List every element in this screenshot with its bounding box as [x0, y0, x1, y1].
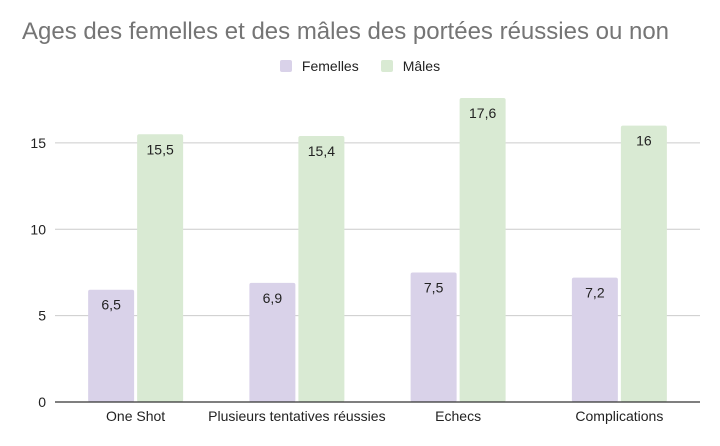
bar-chart-plot: 0 5 10 15 6,5 15,5 One Shot 6,9 15,4 Plusieurs te…: [0, 0, 720, 446]
y-tick-label-5: 5: [38, 308, 46, 324]
data-label-femelles-0: 6,5: [101, 297, 121, 313]
y-tick-label-0: 0: [38, 394, 46, 410]
data-label-m-les-0: 15,5: [147, 141, 174, 157]
data-label-femelles-3: 7,2: [585, 285, 605, 301]
bar-m-les-2: [460, 98, 506, 402]
data-label-femelles-1: 6,9: [263, 290, 283, 306]
x-category-label-3: Complications: [575, 408, 663, 424]
x-category-label-1: Plusieurs tentatives réussies: [208, 408, 385, 424]
y-tick-label-15: 15: [30, 135, 46, 151]
bar-m-les-1: [298, 136, 344, 402]
y-tick-label-10: 10: [30, 221, 46, 237]
bar-m-les-0: [137, 134, 183, 402]
data-label-m-les-1: 15,4: [308, 143, 335, 159]
data-label-m-les-2: 17,6: [469, 105, 496, 121]
bar-m-les-3: [621, 126, 667, 402]
x-category-label-2: Echecs: [435, 408, 481, 424]
data-label-femelles-2: 7,5: [424, 279, 444, 295]
chart-container: Ages des femelles et des mâles des porté…: [0, 0, 720, 446]
x-category-label-0: One Shot: [106, 408, 165, 424]
data-label-m-les-3: 16: [636, 133, 652, 149]
